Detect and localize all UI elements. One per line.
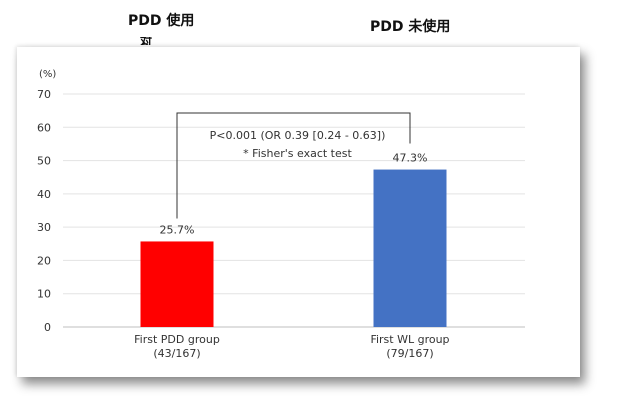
p-value-annotation: P<0.001 (OR 0.39 [0.24 - 0.63]): [210, 129, 386, 142]
x-category-label: First WL group: [370, 333, 449, 346]
test-note-annotation: * Fisher's exact test: [243, 147, 352, 160]
bar-value-label: 25.7%: [160, 223, 195, 236]
x-category-label: First PDD group: [134, 333, 220, 346]
y-tick-label: 70: [37, 88, 51, 101]
significance-bracket: [176, 112, 411, 219]
y-tick-label: 0: [44, 321, 51, 334]
chart-card: (%) 0 10 20 30 40 50 60 70 25.7% First PDD group (4…: [17, 47, 580, 377]
y-tick-label: 50: [37, 155, 51, 168]
x-category-sublabel: (79/167): [386, 347, 433, 360]
y-tick-label: 20: [37, 254, 51, 267]
bar-value-label: 47.3%: [393, 152, 428, 165]
y-tick-label: 10: [37, 288, 51, 301]
clipped-caption-fragment: 対象: [140, 37, 153, 45]
bar-chart: (%) 0 10 20 30 40 50 60 70 25.7% First PDD group(4…: [37, 69, 525, 360]
bar-2: [373, 169, 447, 327]
y-tick-label: 40: [37, 188, 51, 201]
bar-1: [140, 241, 214, 327]
right-group-caption: PDD 未使用: [370, 19, 451, 35]
x-category-sublabel: (43/167): [153, 347, 200, 360]
left-group-caption: PDD 使用: [128, 13, 195, 29]
y-tick-label: 30: [37, 221, 51, 234]
y-tick-label: 60: [37, 121, 51, 134]
y-axis-unit-label: (%): [39, 69, 56, 80]
